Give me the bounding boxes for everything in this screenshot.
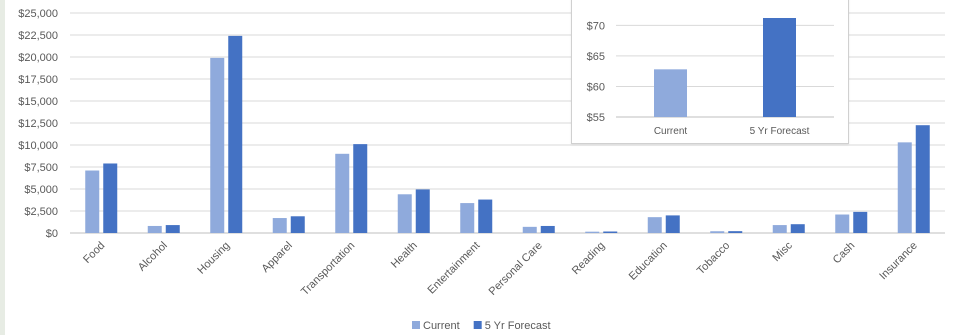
- x-tick-label: Food: [81, 240, 107, 266]
- inset-x-tick-label: 5 Yr Forecast: [750, 126, 810, 137]
- x-tick-label: Apparel: [260, 240, 295, 275]
- x-tick-label: Transportation: [299, 240, 357, 298]
- y-tick-label: $25,000: [18, 8, 58, 20]
- y-tick-label: $5,000: [24, 184, 58, 196]
- y-tick-label: $20,000: [18, 52, 58, 64]
- bar-current: [272, 218, 287, 233]
- bar-forecast: [290, 216, 305, 233]
- x-tick-label: Cash: [831, 240, 858, 267]
- bar-current: [85, 170, 100, 233]
- inset-bar: [763, 18, 796, 117]
- bar-forecast: [728, 231, 743, 233]
- inset-bar-chart: $55 $60 $65 $70 Current 5 Yr Forecast: [587, 18, 834, 137]
- bar-forecast: [103, 163, 118, 233]
- x-tick-label: Personal Care: [487, 240, 545, 298]
- bar-forecast: [415, 189, 430, 233]
- y-tick-label: $15,000: [18, 96, 58, 108]
- y-tick-label: $12,500: [18, 118, 58, 130]
- bar-forecast: [228, 35, 243, 233]
- legend-swatch: [473, 321, 482, 329]
- x-tick-label: Reading: [570, 240, 607, 277]
- x-tick-label: Entertainment: [425, 240, 482, 297]
- bar-forecast: [353, 144, 368, 233]
- bar-current: [335, 153, 350, 233]
- bar-forecast: [915, 125, 930, 233]
- bar-forecast: [603, 231, 618, 233]
- x-tick-label: Housing: [195, 240, 232, 277]
- x-tick-label: Misc: [770, 239, 795, 264]
- x-tick-label: Insurance: [877, 240, 920, 283]
- y-tick-label: $10,000: [18, 140, 58, 152]
- bar-current: [460, 203, 475, 233]
- bar-current: [147, 225, 162, 233]
- x-tick-label: Tobacco: [695, 240, 732, 277]
- bar-current: [897, 142, 912, 233]
- bar-forecast: [540, 225, 555, 233]
- inset-chart-frame[interactable]: $55 $60 $65 $70 Current 5 Yr Forecast: [571, 0, 849, 144]
- inset-y-tick-label: $60: [587, 81, 605, 93]
- bar-current: [772, 225, 787, 233]
- x-tick-label: Health: [389, 240, 420, 271]
- window-edge: [0, 0, 5, 335]
- x-tick-label: Alcohol: [136, 240, 170, 274]
- bar-current: [835, 214, 850, 233]
- bar-current: [647, 217, 662, 233]
- inset-y-tick-label: $65: [587, 51, 605, 63]
- inset-bar: [654, 69, 687, 117]
- bar-forecast: [478, 199, 493, 233]
- bar-forecast: [853, 211, 868, 233]
- bar-current: [397, 194, 412, 233]
- y-tick-label: $22,500: [18, 30, 58, 42]
- y-tick-label: $7,500: [24, 162, 58, 174]
- bar-current: [585, 231, 600, 233]
- y-tick-label: $2,500: [24, 206, 58, 218]
- inset-y-tick-label: $55: [587, 112, 605, 124]
- y-tick-label: $17,500: [18, 74, 58, 86]
- inset-y-tick-label: $70: [587, 20, 605, 32]
- bar-current: [710, 231, 725, 233]
- legend-label: Current: [423, 320, 460, 332]
- bar-forecast: [165, 225, 180, 233]
- bar-current: [522, 226, 537, 233]
- bar-forecast: [790, 224, 805, 233]
- y-tick-label: $0: [46, 228, 58, 240]
- legend-label: 5 Yr Forecast: [485, 320, 551, 332]
- inset-x-tick-label: Current: [654, 126, 688, 137]
- legend-swatch: [412, 321, 420, 329]
- x-tick-label: Education: [627, 240, 670, 283]
- bar-current: [210, 57, 225, 233]
- bar-forecast: [665, 215, 680, 233]
